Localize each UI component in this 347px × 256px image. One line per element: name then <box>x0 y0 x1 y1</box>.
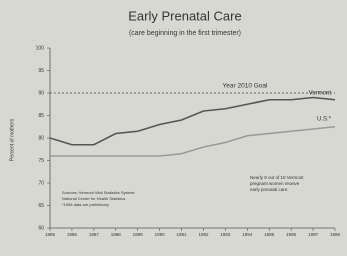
x-tick-label: 1986 <box>67 232 78 237</box>
y-tick-label: 65 <box>38 203 44 209</box>
x-tick-label: 1991 <box>177 232 188 237</box>
chart: Early Prenatal Care (care beginning in t… <box>0 0 347 256</box>
page: Early Prenatal Care (care beginning in t… <box>0 0 347 256</box>
x-tick-label: 1992 <box>198 232 209 237</box>
y-axis-label: Percent of mothers <box>9 118 15 161</box>
background <box>0 0 347 256</box>
y-tick-label: 95 <box>38 68 44 74</box>
y-tick-label: 70 <box>38 180 44 186</box>
goal-label: Year 2010 Goal <box>223 83 268 90</box>
x-tick-label: 1987 <box>89 232 100 237</box>
chart-subtitle: (care beginning in the first trimester) <box>129 30 241 37</box>
y-tick-label: 90 <box>38 90 44 96</box>
annotation: early prenatal care. <box>250 187 289 192</box>
x-tick-label: 1988 <box>111 232 122 237</box>
y-tick-label: 80 <box>38 135 44 141</box>
x-tick-label: 1990 <box>155 232 166 237</box>
x-tick-label: 1989 <box>133 232 144 237</box>
series-label: U.S.* <box>317 116 332 122</box>
x-tick-label: 1996 <box>286 232 297 237</box>
y-tick-label: 75 <box>38 158 44 164</box>
x-tick-label: 1998 <box>330 232 341 237</box>
x-tick-label: 1994 <box>242 232 253 237</box>
y-tick-label: 100 <box>36 45 45 51</box>
x-tick-label: 1995 <box>264 232 275 237</box>
x-tick-label: 1997 <box>308 232 319 237</box>
series-label: Vermont <box>309 90 332 96</box>
source-note: *1998 data are preliminary <box>62 202 109 207</box>
annotation: Nearly 9 out of 10 Vermont <box>250 175 304 180</box>
source-note: National Center for Health Statistics <box>62 196 125 201</box>
source-note: Sources: Vermont Vital Statistics System… <box>62 190 135 195</box>
x-tick-label: 1985 <box>45 232 56 237</box>
y-tick-label: 85 <box>38 113 44 119</box>
x-tick-label: 1993 <box>220 232 231 237</box>
annotation: pregnant women receive <box>250 181 300 186</box>
y-tick-label: 60 <box>38 225 44 231</box>
chart-title: Early Prenatal Care <box>128 8 241 23</box>
